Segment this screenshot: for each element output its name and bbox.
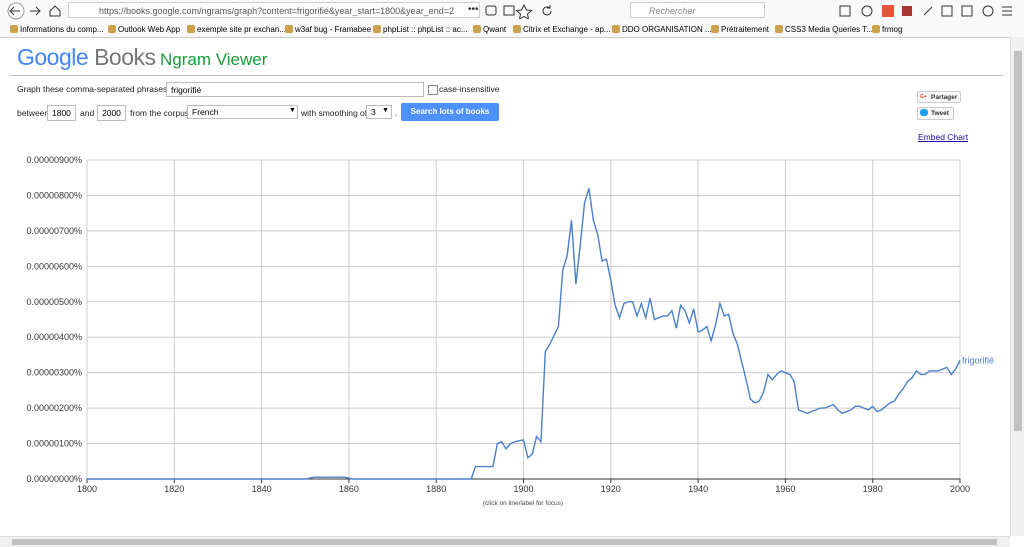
x-tick-label: 1820 — [164, 484, 184, 494]
x-tick-label: 2000 — [950, 484, 970, 494]
logo-books: Books — [94, 44, 156, 70]
corpus-arrow: ▼ — [289, 107, 296, 114]
gplus-icon: G+ — [920, 94, 927, 100]
y-tick-label: 0.00000100% — [26, 439, 82, 449]
bookmark[interactable]: Citrix et Exchange - ap... — [513, 25, 611, 34]
period: . — [395, 108, 398, 118]
address-icons[interactable] — [484, 3, 544, 19]
year-end-input[interactable]: 2000 — [97, 105, 126, 121]
y-tick-label: 0.00000700% — [26, 226, 82, 236]
smoothing-arrow: ▼ — [382, 107, 389, 114]
bookmark[interactable]: phpList :: phpList :: ac... — [373, 25, 468, 34]
chart-footnote: (click on line/label for focus) — [483, 500, 563, 507]
y-tick-label: 0.00000300% — [26, 368, 82, 378]
bookmarks-bar: Informations du comp... Outlook Web App ex… — [0, 22, 1024, 38]
corpus-label: from the corpus — [130, 108, 190, 118]
scroll-thumb[interactable] — [1014, 51, 1022, 431]
scroll-thumb[interactable] — [12, 539, 997, 545]
chart: (click on line/label for focus) 0.000000… — [26, 155, 994, 507]
x-tick-label: 1960 — [775, 484, 795, 494]
logo-google: Google — [17, 44, 89, 70]
corpus-select[interactable]: French — [187, 105, 298, 119]
and-label: and — [80, 108, 95, 118]
x-tick-label: 1940 — [688, 484, 708, 494]
x-tick-label: 1920 — [601, 484, 621, 494]
year-start-input[interactable]: 1800 — [47, 105, 76, 121]
search-button[interactable]: Search lots of books — [401, 103, 499, 121]
twitter-icon — [920, 109, 928, 116]
bookmark[interactable]: CSS3 Media Queries T... — [775, 25, 873, 34]
between-label: between — [17, 108, 50, 118]
bookmark[interactable]: w3af bug - Framabee — [285, 25, 371, 34]
case-checkbox[interactable] — [428, 85, 438, 95]
logo[interactable]: Google Books — [17, 44, 156, 71]
y-tick-label: 0.00000900% — [26, 155, 82, 165]
phrases-input[interactable]: frigorifié — [166, 82, 424, 97]
y-tick-label: 0.00000000% — [26, 474, 82, 484]
app-title: Ngram Viewer — [160, 50, 268, 69]
series-label: frigorifié — [962, 355, 994, 365]
toolbar-icons[interactable] — [838, 3, 1024, 19]
x-tick-label: 1840 — [252, 484, 272, 494]
smoothing-label: with smoothing of — [301, 108, 368, 118]
x-tick-label: 1980 — [863, 484, 883, 494]
case-label: case-insensitive — [439, 84, 500, 94]
y-tick-label: 0.00000500% — [26, 297, 82, 307]
series-line[interactable] — [87, 188, 961, 480]
x-tick-label: 1880 — [426, 484, 446, 494]
bookmark[interactable]: Qwant — [473, 25, 506, 34]
y-tick-label: 0.00000400% — [26, 332, 82, 342]
y-tick-label: 0.00000600% — [26, 261, 82, 271]
x-tick-label: 1900 — [513, 484, 533, 494]
bookmark[interactable]: Prétraitement — [711, 25, 769, 34]
bookmark[interactable]: exemple site pr exchan... — [187, 25, 286, 34]
search-box[interactable]: Rechercher — [630, 2, 765, 18]
bookmark[interactable]: DDO ORGANISATION ... — [612, 25, 712, 34]
page-actions[interactable]: ••• — [468, 4, 479, 15]
bookmark[interactable]: Outlook Web App — [108, 25, 180, 34]
horizontal-scrollbar[interactable] — [0, 536, 1010, 547]
reload[interactable] — [540, 4, 554, 18]
divider — [10, 75, 1003, 76]
smoothing-select[interactable]: 3 — [366, 105, 392, 119]
url-bar[interactable]: https://books.google.com/ngrams/graph?co… — [68, 2, 480, 18]
nav-buttons[interactable] — [0, 0, 70, 22]
embed-link[interactable]: Embed Chart — [918, 132, 969, 142]
x-tick-label: 1860 — [339, 484, 359, 494]
share-button[interactable]: Partager — [917, 91, 961, 103]
bookmark[interactable]: frmog — [872, 25, 902, 34]
x-tick-label: 1800 — [77, 484, 97, 494]
browser-toolbar: https://books.google.com/ngrams/graph?co… — [0, 0, 1024, 22]
y-tick-label: 0.00000800% — [26, 190, 82, 200]
vertical-scrollbar[interactable] — [1010, 37, 1024, 536]
bookmark[interactable]: Informations du comp... — [10, 25, 104, 34]
phrases-label: Graph these comma-separated phrases: — [17, 84, 170, 94]
y-tick-label: 0.00000200% — [26, 403, 82, 413]
